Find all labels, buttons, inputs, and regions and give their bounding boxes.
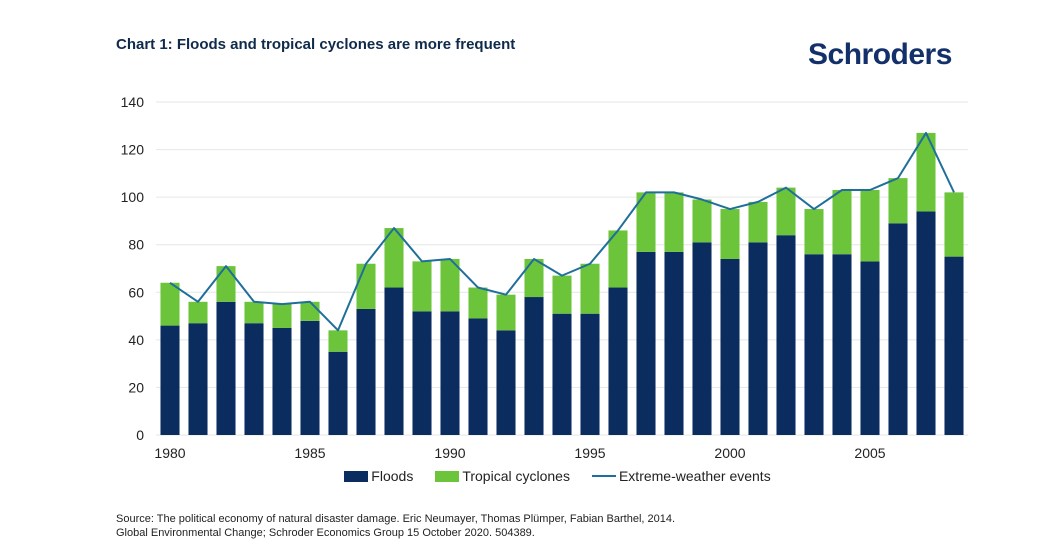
- bar-tropical-cyclones: [748, 201, 768, 243]
- bar-floods: [524, 297, 544, 435]
- bar-floods: [748, 242, 768, 435]
- y-tick-label: 80: [128, 237, 144, 253]
- y-tick-label: 0: [136, 427, 144, 443]
- bar-floods: [636, 251, 656, 435]
- schroders-logo: Schroders: [808, 38, 952, 71]
- legend-item-line: Extreme-weather events: [591, 468, 771, 484]
- bar-floods: [216, 301, 236, 435]
- bar-tropical-cyclones: [524, 258, 544, 298]
- bar-tropical-cyclones: [860, 190, 880, 262]
- y-axis: 0 20 40 60 80 100 120 140: [121, 94, 145, 443]
- source-note: Source: The political economy of natural…: [116, 512, 675, 540]
- legend: Floods Tropical cyclones Extreme-weather…: [0, 468, 1055, 484]
- bar-floods: [356, 308, 376, 435]
- bar-tropical-cyclones: [916, 132, 936, 212]
- bar-tropical-cyclones: [804, 209, 824, 255]
- source-line-2: Global Environmental Change; Schroder Ec…: [116, 527, 535, 539]
- bar-tropical-cyclones: [720, 209, 740, 259]
- bar-floods: [664, 251, 684, 435]
- floods-swatch: [344, 470, 369, 482]
- y-tick-label: 120: [121, 142, 145, 158]
- bar-floods: [160, 325, 180, 435]
- y-tick-label: 40: [128, 332, 144, 348]
- x-tick-label: 1995: [574, 445, 605, 461]
- bar-tropical-cyclones: [636, 192, 656, 252]
- bar-floods: [468, 318, 488, 435]
- source-line-1: Source: The political economy of natural…: [116, 513, 676, 525]
- bar-tropical-cyclones: [664, 192, 684, 252]
- bar-floods: [692, 242, 712, 435]
- bar-floods: [804, 254, 824, 435]
- bar-floods: [776, 235, 796, 435]
- x-tick-label: 1985: [294, 445, 325, 461]
- chart-title: Chart 1: Floods and tropical cyclones ar…: [116, 36, 516, 53]
- bar-floods: [272, 327, 292, 435]
- line-swatch: [591, 475, 616, 477]
- bar-tropical-cyclones: [188, 301, 208, 324]
- bar-floods: [916, 211, 936, 435]
- bar-floods: [608, 287, 628, 435]
- bar-tropical-cyclones: [552, 275, 572, 314]
- bar-floods: [244, 323, 264, 435]
- legend-label-cyclones: Tropical cyclones: [462, 468, 570, 484]
- bar-tropical-cyclones: [776, 187, 796, 236]
- y-tick-label: 20: [128, 379, 144, 395]
- bar-tropical-cyclones: [580, 263, 600, 314]
- legend-label-line: Extreme-weather events: [618, 468, 771, 484]
- bar-floods: [944, 256, 964, 435]
- bar-floods: [412, 311, 432, 435]
- x-axis: 1980 1985 1990 1995 2000 2005: [154, 445, 885, 461]
- bar-floods: [384, 287, 404, 435]
- bar-tropical-cyclones: [468, 287, 488, 319]
- bar-floods: [580, 313, 600, 435]
- legend-label-floods: Floods: [371, 468, 414, 484]
- bar-tropical-cyclones: [272, 304, 292, 328]
- bar-tropical-cyclones: [412, 261, 432, 312]
- line-series: [169, 131, 955, 332]
- bar-floods: [860, 261, 880, 435]
- bar-floods: [832, 254, 852, 435]
- bar-floods: [888, 223, 908, 435]
- bar-tropical-cyclones: [944, 192, 964, 257]
- x-tick-label: 1980: [154, 445, 185, 461]
- bar-tropical-cyclones: [216, 266, 236, 302]
- bar-tropical-cyclones: [328, 330, 348, 352]
- bar-tropical-cyclones: [300, 301, 320, 321]
- bar-floods: [328, 351, 348, 435]
- legend-item-cyclones: Tropical cyclones: [435, 468, 570, 484]
- bar-tropical-cyclones: [496, 294, 516, 331]
- bars: [160, 132, 964, 435]
- x-tick-label: 2005: [854, 445, 885, 461]
- legend-item-floods: Floods: [344, 468, 413, 484]
- y-tick-label: 140: [121, 94, 145, 110]
- bar-tropical-cyclones: [608, 230, 628, 288]
- bar-tropical-cyclones: [692, 199, 712, 243]
- bar-floods: [720, 258, 740, 435]
- bar-tropical-cyclones: [832, 190, 852, 255]
- line-extreme-weather-events: [169, 131, 955, 332]
- bar-floods: [300, 320, 320, 435]
- bar-tropical-cyclones: [160, 282, 180, 326]
- y-tick-label: 100: [121, 189, 145, 205]
- bar-floods: [188, 323, 208, 435]
- bar-tropical-cyclones: [888, 178, 908, 224]
- bar-floods: [552, 313, 572, 435]
- x-tick-label: 1990: [434, 445, 465, 461]
- y-tick-label: 60: [128, 284, 144, 300]
- bar-floods: [496, 330, 516, 435]
- bar-floods: [440, 311, 460, 435]
- bar-tropical-cyclones: [440, 258, 460, 312]
- bar-tropical-cyclones: [384, 228, 404, 288]
- cyclones-swatch: [435, 470, 460, 482]
- bar-tropical-cyclones: [244, 301, 264, 324]
- bar-tropical-cyclones: [356, 263, 376, 309]
- x-tick-label: 2000: [714, 445, 745, 461]
